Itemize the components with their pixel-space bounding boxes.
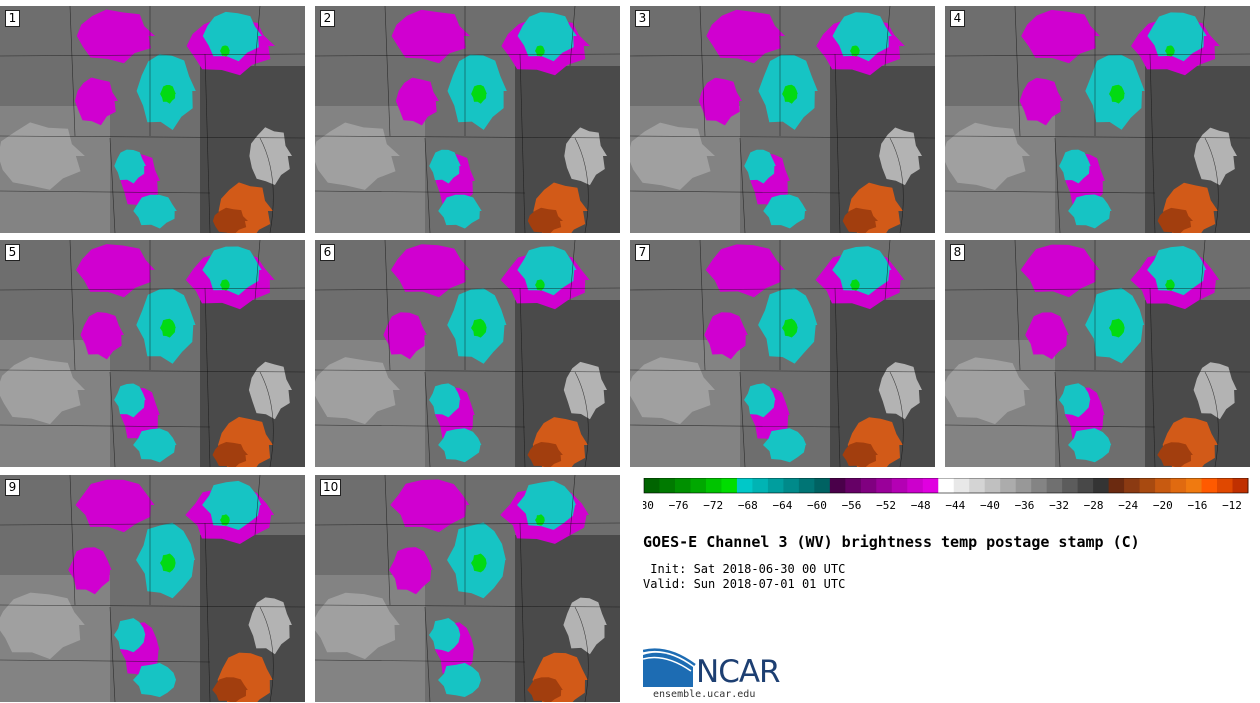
colorbar-tick-label: −12 [1222,499,1242,512]
colorbar-tick-label: −52 [876,499,896,512]
colorbar-swatch [1046,478,1063,493]
colorbar-swatch [659,478,676,493]
wv-map-1 [0,6,305,233]
panel-label: 2 [320,10,335,27]
forecast-panel-3: 3 [630,6,935,233]
colorbar-swatch [1232,478,1249,493]
wv-map-8 [945,240,1250,467]
colorbar-swatch [767,478,784,493]
colorbar-swatch [1093,478,1110,493]
colorbar-swatch [969,478,986,493]
panel-label: 10 [320,479,342,496]
colorbar-swatch [876,478,893,493]
colorbar-swatch [953,478,970,493]
panel-label: 7 [635,244,650,261]
colorbar-swatch [1217,478,1234,493]
panel-label: 4 [950,10,965,27]
colorbar-swatch [845,478,862,493]
colorbar-swatch [1201,478,1218,493]
colorbar-tick-label: −64 [772,499,792,512]
colorbar-swatch [705,478,722,493]
wv-map-2 [315,6,620,233]
colorbar-tick-label: −32 [1049,499,1069,512]
wv-map-3 [630,6,935,233]
colorbar-tick-label: −72 [703,499,723,512]
colorbar-swatch [752,478,769,493]
colorbar-swatch [1186,478,1203,493]
forecast-panel-7: 7 [630,240,935,467]
colorbar-swatch [938,478,955,493]
colorbar-swatch [736,478,753,493]
colorbar-swatch [814,478,831,493]
wv-map-7 [630,240,935,467]
colorbar-swatch [783,478,800,493]
colorbar-swatch [829,478,846,493]
colorbar-tick-label: −36 [1015,499,1035,512]
forecast-panel-1: 1 [0,6,305,233]
panel-label: 5 [5,244,20,261]
forecast-panel-6: 6 [315,240,620,467]
colorbar-swatch [891,478,908,493]
panel-label: 1 [5,10,20,27]
colorbar-tick-label: −24 [1118,499,1138,512]
colorbar-svg: −80 −76 −72 −68 −64 −60 −56 −52 −48 −44 −40 −36 −32 −… [643,478,1249,512]
init-time: Init: Sat 2018-06-30 00 UTC [643,562,846,576]
colorbar: −80 −76 −72 −68 −64 −60 −56 −52 −48 −44 −40 −36 −32 −… [643,478,1249,518]
colorbar-swatch [1155,478,1172,493]
wv-map-6 [315,240,620,467]
figure-title: GOES-E Channel 3 (WV) brightness temp po… [643,533,1140,551]
panel-label: 3 [635,10,650,27]
wv-map-9 [0,475,305,702]
colorbar-swatch [922,478,939,493]
colorbar-tick-label: −16 [1187,499,1207,512]
colorbar-tick-label: −56 [842,499,862,512]
panel-label: 6 [320,244,335,261]
valid-time: Valid: Sun 2018-07-01 01 UTC [643,577,846,591]
forecast-panel-4: 4 [945,6,1250,233]
colorbar-tick-label: −80 [643,499,654,512]
colorbar-swatch [1000,478,1017,493]
colorbar-tick-label: −60 [807,499,827,512]
colorbar-border [643,478,1249,494]
forecast-panel-8: 8 [945,240,1250,467]
colorbar-swatch [1077,478,1094,493]
colorbar-swatch [984,478,1001,493]
colorbar-swatch [721,478,738,493]
wv-map-4 [945,6,1250,233]
colorbar-tick-label: −20 [1153,499,1173,512]
ncar-logo-icon [643,648,696,687]
logo-url: ensemble.ucar.edu [653,689,756,700]
logo-wordmark: NCAR [696,654,781,690]
colorbar-swatch [1062,478,1079,493]
colorbar-swatch [907,478,924,493]
colorbar-tick-label: −68 [738,499,758,512]
colorbar-swatch [690,478,707,493]
colorbar-tick-label: −28 [1084,499,1104,512]
forecast-panel-2: 2 [315,6,620,233]
colorbar-swatch [1170,478,1187,493]
colorbar-tick-label: −44 [945,499,965,512]
forecast-panel-5: 5 [0,240,305,467]
colorbar-swatch [674,478,691,493]
colorbar-tick-label: −76 [669,499,689,512]
colorbar-swatch [1031,478,1048,493]
colorbar-swatch [1139,478,1156,493]
forecast-panel-9: 9 [0,475,305,702]
panel-label: 9 [5,479,20,496]
colorbar-swatch [1015,478,1032,493]
wv-map-5 [0,240,305,467]
forecast-panel-10: 10 [315,475,620,702]
colorbar-swatch [860,478,877,493]
colorbar-swatch [798,478,815,493]
colorbar-swatch [1124,478,1141,493]
colorbar-tick-label: −48 [911,499,931,512]
panel-label: 8 [950,244,965,261]
colorbar-swatch [1108,478,1125,493]
colorbar-swatch [644,478,660,493]
wv-map-10 [315,475,620,702]
colorbar-tick-label: −40 [980,499,1000,512]
